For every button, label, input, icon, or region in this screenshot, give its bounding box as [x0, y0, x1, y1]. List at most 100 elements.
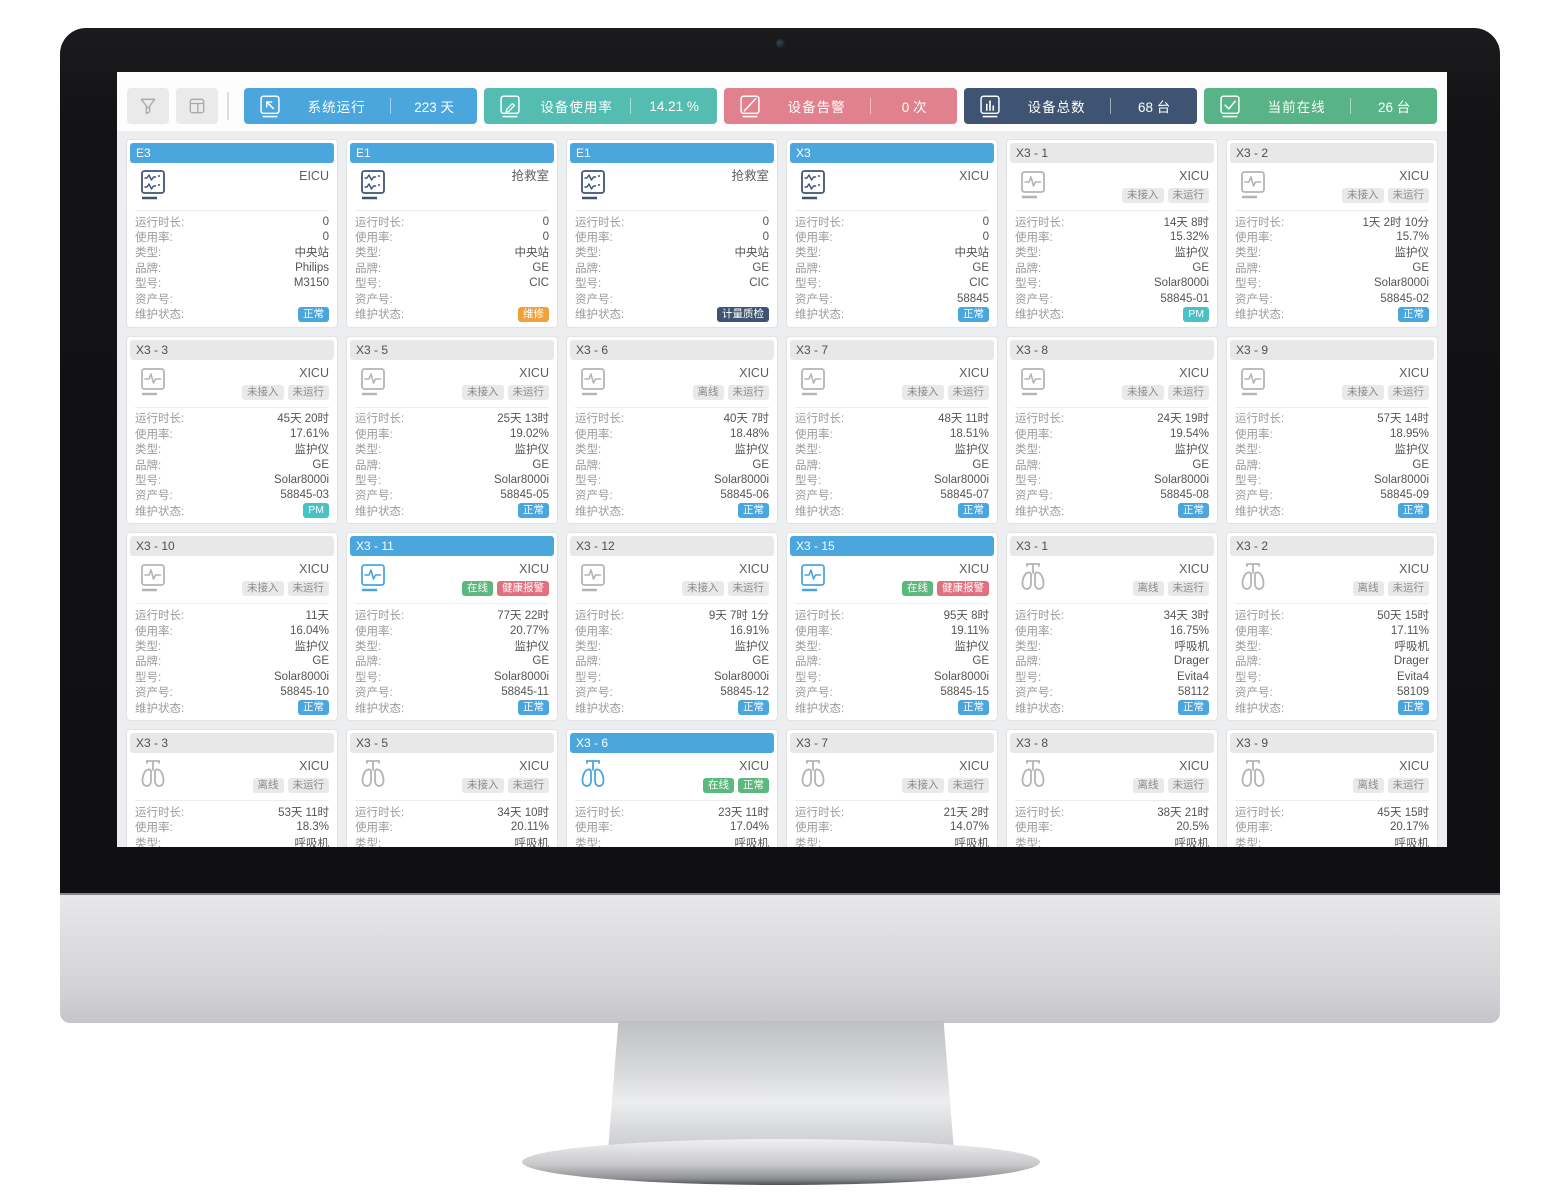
- runtime-value: 45天 20时: [277, 413, 329, 426]
- device-card[interactable]: X3 - 2 XICU 未接入 未运行 运行时长: 1天 2时 10分 使用率: 15…: [1226, 139, 1438, 328]
- patient-monitor-icon: [1015, 365, 1051, 397]
- asset-value: 58112: [1177, 686, 1209, 699]
- asset-value: 58845-09: [1380, 489, 1429, 502]
- state-badge: 未运行: [947, 384, 989, 400]
- pill-divider: [390, 98, 392, 114]
- state-badge: 未接入: [902, 778, 944, 794]
- model-value: Evita4: [1177, 670, 1209, 683]
- maintenance-status-badge: 正常: [1398, 700, 1429, 715]
- runtime-value: 34天 3时: [1163, 610, 1209, 623]
- brand-value: GE: [312, 458, 329, 471]
- state-badge: 未运行: [1167, 188, 1209, 203]
- usage-value: 18.48%: [729, 427, 769, 440]
- toolbar-stat-pill[interactable]: 设备使用率 14.21 %: [484, 88, 717, 124]
- device-card[interactable]: E1 抢救室 运行时长: 0 使用率: 0 类型: 中央站 品牌: GE 型号: CIC …: [566, 139, 778, 328]
- device-card[interactable]: X3 - 10 XICU 未接入 未运行 运行时长: 11天 使用率: 16.04% …: [126, 532, 338, 722]
- device-card[interactable]: X3 - 3 XICU 未接入 未运行 运行时长: 45天 20时 使用率: 17.6…: [126, 335, 338, 525]
- asset-value: 58845-10: [280, 686, 329, 699]
- state-badge: 未接入: [462, 778, 504, 794]
- state-badge: 离线: [1132, 778, 1164, 794]
- usage-value: 0: [762, 231, 769, 244]
- type-value: 呼吸机: [1174, 837, 1210, 847]
- device-card[interactable]: X3 - 5 XICU 未接入 未运行 运行时长: 25天 13时 使用率: 19.0…: [346, 335, 558, 525]
- device-state-badges: 在线 健康报警: [462, 581, 549, 597]
- brand-value: Drager: [1393, 655, 1429, 668]
- device-card[interactable]: X3 - 8 XICU 离线 未运行 运行时长: 38天 21时 使用率: 20.5%…: [1006, 729, 1218, 847]
- patient-monitor-icon: [135, 365, 171, 397]
- state-badge: 离线: [1352, 778, 1384, 794]
- device-card[interactable]: X3 - 12 XICU 未接入 未运行 运行时长: 9天 7时 1分 使用率: 16…: [566, 532, 778, 722]
- device-card[interactable]: X3 - 3 XICU 离线 未运行 运行时长: 53天 11时 使用率: 18.3%…: [126, 729, 338, 847]
- model-value: CIC: [969, 277, 989, 290]
- device-card[interactable]: X3 - 6 XICU 离线 未运行 运行时长: 40天 7时 使用率: 18.48%…: [566, 335, 778, 525]
- device-location: XICU: [519, 562, 549, 577]
- state-badge: 未运行: [507, 384, 549, 400]
- webcam-dot: [776, 39, 786, 49]
- device-location: XICU: [1399, 365, 1429, 380]
- usage-value: 0: [322, 231, 329, 244]
- toolbar-stat-pill[interactable]: 设备总数 68 台: [964, 88, 1197, 124]
- state-badge: 在线: [462, 581, 493, 597]
- maintenance-status-badge: 正常: [1398, 306, 1429, 322]
- device-card[interactable]: X3 - 6 XICU 在线 正常 运行时长: 23天 11时 使用率: 17.04%…: [566, 729, 778, 847]
- card-divider: [795, 800, 989, 802]
- patient-monitor-icon: [575, 365, 611, 397]
- device-location: XICU: [299, 365, 329, 380]
- filter-button[interactable]: [127, 88, 169, 124]
- device-card[interactable]: X3 - 7 XICU 未接入 未运行 运行时长: 21天 2时 使用率: 14.07…: [786, 729, 998, 847]
- device-location: XICU: [959, 365, 989, 380]
- device-card[interactable]: X3 - 1 XICU 未接入 未运行 运行时长: 14天 8时 使用率: 15.32…: [1006, 139, 1218, 328]
- patient-monitor-icon: [135, 561, 171, 593]
- lungs-icon: [1235, 561, 1271, 593]
- type-value: 监护仪: [734, 444, 770, 457]
- toolbar-stat-pill[interactable]: 设备告警 0 次: [724, 88, 957, 124]
- model-value: Solar8000i: [494, 473, 549, 486]
- card-divider: [355, 406, 549, 408]
- device-card[interactable]: X3 - 5 XICU 未接入 未运行 运行时长: 34天 10时 使用率: 20.1…: [346, 729, 558, 847]
- device-state-badges: 在线 正常: [703, 778, 769, 794]
- runtime-value: 9天 7时 1分: [708, 610, 769, 623]
- device-location: XICU: [1179, 562, 1209, 577]
- device-card[interactable]: X3 - 9 XICU 离线 未运行 运行时长: 45天 15时 使用率: 20.17…: [1226, 729, 1438, 847]
- state-badge: 未运行: [1167, 581, 1209, 597]
- device-card[interactable]: X3 - 8 XICU 未接入 未运行 运行时长: 24天 19时 使用率: 19.5…: [1006, 335, 1218, 525]
- device-card[interactable]: X3 - 2 XICU 离线 未运行 运行时长: 50天 15时 使用率: 17.11…: [1226, 532, 1438, 722]
- usage-value: 16.04%: [289, 624, 329, 637]
- maintenance-status-badge: 正常: [1398, 503, 1429, 519]
- maintenance-status-badge: 正常: [958, 306, 989, 322]
- toolbar-stat-pill[interactable]: 系统运行 223 天: [244, 88, 477, 124]
- toolbar-divider: [227, 92, 229, 120]
- patient-monitor-icon: [1235, 365, 1271, 397]
- card-divider: [575, 800, 769, 802]
- state-badge: 未运行: [1387, 384, 1429, 400]
- layout-button[interactable]: [176, 88, 218, 124]
- maintenance-status-badge: PM: [1183, 306, 1209, 322]
- type-value: 呼吸机: [1174, 640, 1210, 653]
- usage-value: 16.75%: [1169, 624, 1209, 637]
- runtime-value: 40天 7时: [723, 413, 769, 426]
- asset-value: 58845-07: [940, 489, 989, 502]
- usage-value: 20.11%: [510, 821, 549, 834]
- usage-value: 17.04%: [729, 821, 769, 834]
- device-card[interactable]: E3 EICU 运行时长: 0 使用率: 0 类型: 中央站 品牌: Philips 型…: [126, 139, 338, 328]
- runtime-value: 38天 21时: [1157, 806, 1209, 819]
- device-card[interactable]: X3 - 1 XICU 离线 未运行 运行时长: 34天 3时 使用率: 16.75%…: [1006, 532, 1218, 722]
- central-station-icon: [135, 168, 171, 200]
- toolbar-stat-pill[interactable]: 当前在线 26 台: [1204, 88, 1437, 124]
- state-badge: 未接入: [242, 581, 284, 597]
- device-card[interactable]: E1 抢救室 运行时长: 0 使用率: 0 类型: 中央站 品牌: GE 型号: CIC …: [346, 139, 558, 328]
- asset-value: 58845: [957, 292, 989, 305]
- toolbar: 系统运行 223 天 设备使用率 14.21 % 设备告警 0 次 设备总数 6…: [127, 87, 1437, 125]
- device-card[interactable]: X3 - 11 XICU 在线 健康报警 运行时长: 77天 22时 使用率: 20.…: [346, 532, 558, 722]
- device-card-header: X3 - 9: [1230, 339, 1434, 360]
- device-state-badges: 离线 未运行: [1132, 581, 1209, 597]
- card-divider: [1015, 406, 1209, 408]
- device-card[interactable]: X3 - 15 XICU 在线 健康报警 运行时长: 95天 8时 使用率: 19.1…: [786, 532, 998, 722]
- device-location: XICU: [959, 169, 989, 183]
- device-card[interactable]: X3 XICU 运行时长: 0 使用率: 0 类型: 中央站 品牌: GE 型号: CIC…: [786, 139, 998, 328]
- device-card[interactable]: X3 - 7 XICU 未接入 未运行 运行时长: 48天 11时 使用率: 18.5…: [786, 335, 998, 525]
- device-card[interactable]: X3 - 9 XICU 未接入 未运行 运行时长: 57天 14时 使用率: 18.9…: [1226, 335, 1438, 525]
- runtime-value: 0: [322, 215, 329, 228]
- state-badge: 离线: [692, 384, 724, 400]
- maintenance-status-badge: 正常: [1178, 700, 1209, 715]
